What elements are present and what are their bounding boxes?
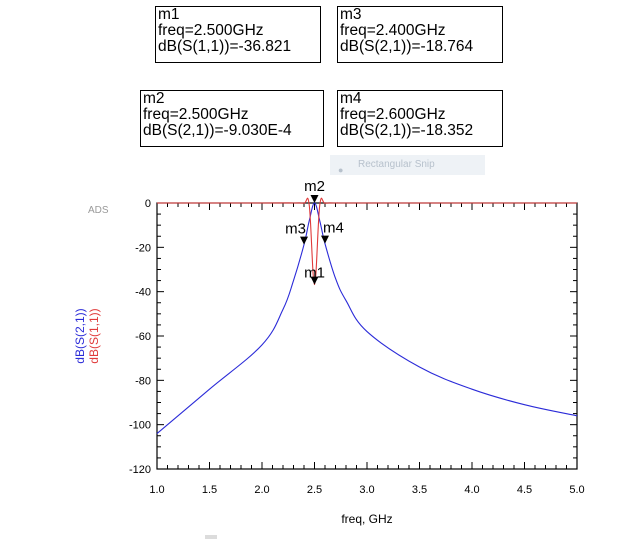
x-tick-label: 1.5 — [202, 484, 217, 496]
marker-readout-m3: m3 freq=2.400GHz dB(S(2,1))=-18.764 — [337, 6, 503, 63]
marker-m1-triangle — [310, 276, 319, 285]
marker-name: m2 — [143, 90, 165, 107]
y-tick-label: 0 — [145, 198, 151, 210]
y-tick-label: -120 — [129, 464, 151, 476]
marker-name: m3 — [340, 6, 362, 23]
marker-freq: freq=2.400GHz — [340, 22, 446, 39]
marker-m4-label: m4 — [323, 220, 344, 237]
marker-readout-m2: m2 freq=2.500GHz dB(S(2,1))=-9.030E-4 — [140, 90, 324, 147]
y-tick-label: -80 — [135, 375, 151, 387]
watermark-label: ADS — [88, 205, 109, 216]
marker-value: dB(S(1,1))=-36.821 — [158, 38, 292, 55]
series-line-db-s-2-1 — [156, 202, 578, 434]
marker-readout-m1: m1 freq=2.500GHz dB(S(1,1))=-36.821 — [155, 6, 321, 63]
y-axis-label: dB(S(1,1)) — [87, 308, 101, 363]
series-line-db-s-1-1 — [157, 197, 577, 286]
marker-readout-m4: m4 freq=2.600GHz dB(S(2,1))=-18.352 — [337, 90, 503, 147]
x-tick-label: 3.0 — [359, 484, 374, 496]
x-tick-label: 2.5 — [307, 484, 322, 496]
x-tick-label: 1.0 — [149, 484, 164, 496]
marker-value: dB(S(2,1))=-18.764 — [340, 38, 474, 55]
y-axis-label: dB(S(2,1)) — [73, 308, 87, 363]
marker-m3-label: m3 — [285, 221, 306, 238]
marker-value: dB(S(2,1))=-18.352 — [340, 122, 474, 139]
x-axis-label: freq, GHz — [341, 512, 392, 526]
marker-value: dB(S(2,1))=-9.030E-4 — [143, 122, 292, 139]
marker-name: m4 — [340, 90, 362, 107]
x-tick-label: 5.0 — [569, 484, 584, 496]
rectangular-snip-tooltip: ● Rectangular Snip — [330, 155, 485, 175]
marker-name: m1 — [158, 6, 180, 23]
plot-frame — [156, 202, 578, 470]
marker-m2-label: m2 — [304, 178, 325, 195]
x-tick-label: 2.0 — [254, 484, 269, 496]
marker-m1-label: m1 — [304, 265, 325, 282]
y-tick-label: -100 — [129, 420, 151, 432]
marker-freq: freq=2.600GHz — [340, 106, 446, 123]
y-tick-label: -60 — [135, 331, 151, 343]
marker-m2-triangle — [310, 195, 319, 204]
x-tick-label: 4.5 — [517, 484, 532, 496]
marker-m4-triangle — [321, 235, 329, 244]
marker-m3-triangle — [300, 236, 308, 245]
snip-icon: ● — [338, 165, 344, 175]
x-tick-label: 4.0 — [464, 484, 479, 496]
snip-label: Rectangular Snip — [358, 159, 435, 170]
y-tick-label: -40 — [135, 287, 151, 299]
y-tick-label: -20 — [135, 242, 151, 254]
x-tick-label: 3.5 — [412, 484, 427, 496]
marker-freq: freq=2.500GHz — [143, 106, 249, 123]
scroll-remnant — [205, 535, 217, 539]
marker-freq: freq=2.500GHz — [158, 22, 264, 39]
